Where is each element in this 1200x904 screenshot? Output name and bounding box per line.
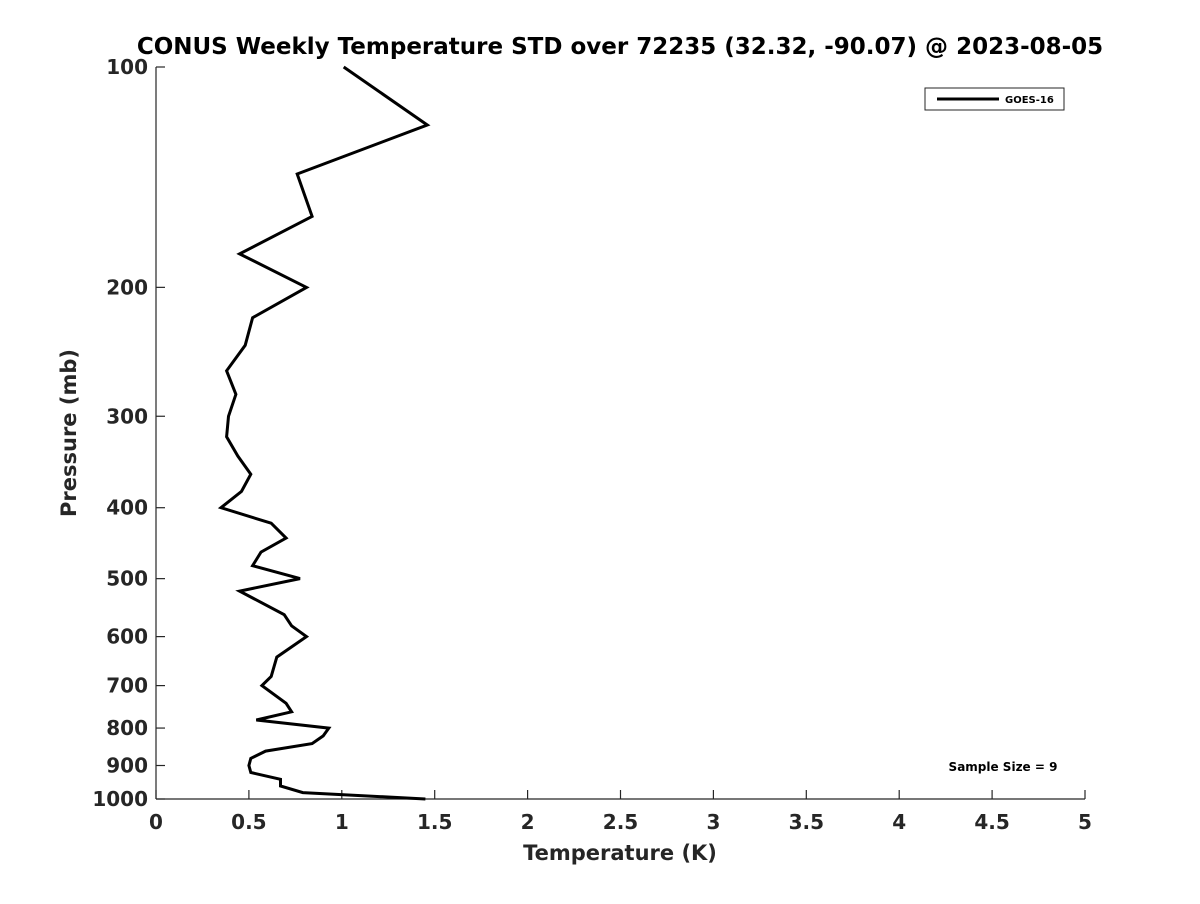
x-tick-label: 0 xyxy=(149,810,163,834)
chart-title: CONUS Weekly Temperature STD over 72235 … xyxy=(137,34,1103,60)
y-tick-label: 300 xyxy=(106,404,148,428)
y-tick-label: 200 xyxy=(106,275,148,299)
x-tick-label: 5 xyxy=(1078,810,1092,834)
sample-size-annotation: Sample Size = 9 xyxy=(949,760,1058,774)
x-tick-label: 4.5 xyxy=(974,810,1009,834)
x-tick-label: 2 xyxy=(521,810,535,834)
legend-entry-goes-16: GOES-16 xyxy=(1005,95,1054,106)
x-tick-label: 0.5 xyxy=(231,810,266,834)
y-tick-label: 1000 xyxy=(92,787,148,811)
series-line-goes-16 xyxy=(217,65,431,801)
y-tick-label: 800 xyxy=(106,716,148,740)
axes: 0 0.5 1 1.5 2 2.5 3 3.5 4 4.5 5 100 200 300 400 500 600 7… xyxy=(92,55,1092,834)
y-tick-label: 600 xyxy=(106,625,148,649)
y-axis-label: Pressure (mb) xyxy=(57,349,81,517)
y-tick-label: 400 xyxy=(106,496,148,520)
legend: GOES-16 xyxy=(924,87,1065,111)
x-tick-label: 2.5 xyxy=(603,810,638,834)
y-tick-label: 900 xyxy=(106,754,148,778)
x-tick-label: 1.5 xyxy=(417,810,452,834)
y-tick-label: 100 xyxy=(106,55,148,79)
y-tick-label: 500 xyxy=(106,567,148,591)
x-tick-label: 3 xyxy=(706,810,720,834)
x-tick-label: 4 xyxy=(892,810,906,834)
x-tick-label: 1 xyxy=(335,810,349,834)
x-axis-label: Temperature (K) xyxy=(523,841,717,865)
y-tick-label: 700 xyxy=(106,674,148,698)
x-tick-label: 3.5 xyxy=(789,810,824,834)
